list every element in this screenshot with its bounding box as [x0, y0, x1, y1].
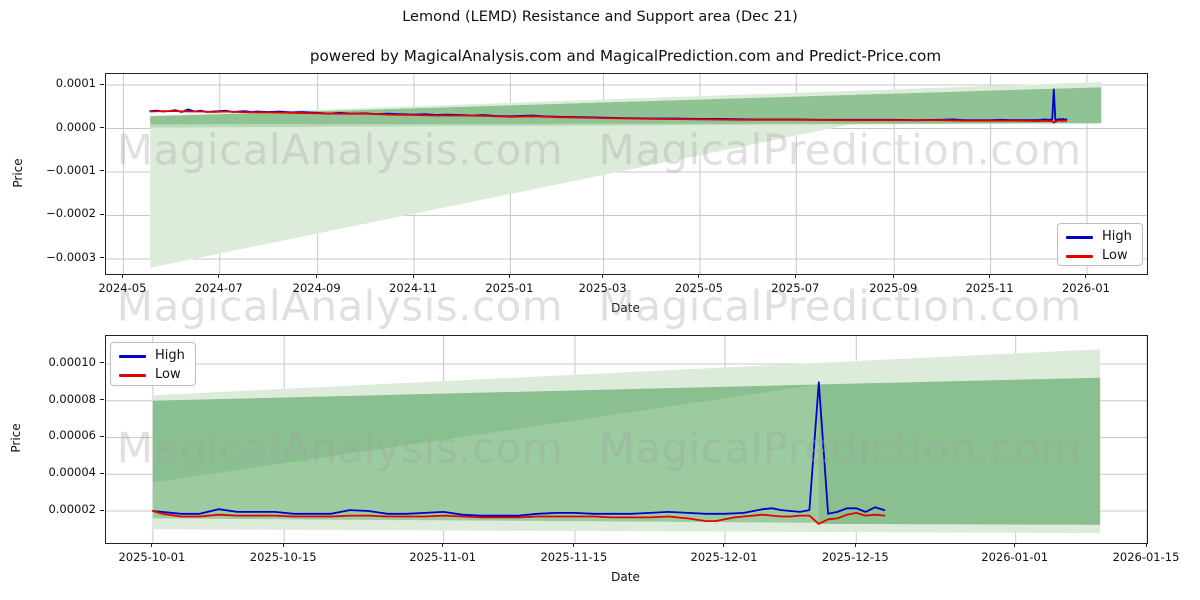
area-support-strip	[152, 518, 1101, 534]
legend-low-line	[119, 373, 146, 377]
plot-area-bottom	[105, 335, 1148, 544]
watermark-text: MagicalAnalysis.com	[116, 125, 564, 175]
legend-top-chart: High Low	[1057, 223, 1143, 266]
x-tick-mark	[698, 274, 700, 278]
watermark-text: MagicalPrediction.com	[598, 423, 1082, 473]
x-tick-label: 2025-03	[578, 281, 627, 295]
x-tick-mark	[121, 274, 123, 278]
plot-canvas-bottom	[106, 336, 1147, 543]
series-line-high	[152, 381, 886, 517]
x-tick-mark	[989, 274, 991, 278]
series-line-low	[149, 110, 1068, 124]
x-tick-mark	[602, 274, 604, 278]
y-tick-mark	[100, 170, 104, 172]
series-line-low	[152, 510, 886, 525]
watermark-text: MagicalAnalysis.com	[116, 423, 564, 473]
x-tick-label: 2025-12-01	[690, 550, 758, 564]
y-tick-label: 0.0001	[55, 76, 96, 90]
y-tick-label: 0.00004	[48, 465, 96, 480]
y-tick-label: 0.00008	[48, 391, 96, 406]
y-tick-mark	[100, 399, 104, 401]
x-tick-mark	[412, 274, 414, 278]
x-tick-mark	[723, 543, 725, 547]
legend-low-label: Low	[1102, 248, 1128, 263]
x-tick-label: 2025-07	[771, 281, 820, 295]
legend-bottom-chart: High Low	[110, 342, 196, 386]
legend-low-line	[1066, 254, 1093, 258]
y-tick-label: 0.00006	[48, 428, 96, 443]
figure-subtitle: powered by MagicalAnalysis.com and Magic…	[309, 47, 942, 65]
watermark-text: MagicalPrediction.com	[598, 281, 1082, 331]
x-tick-mark	[573, 543, 575, 547]
x-tick-mark	[282, 543, 284, 547]
area-band-overlap-dark	[152, 377, 1101, 525]
x-tick-label: 2025-10-01	[118, 550, 186, 564]
x-tick-label: 2026-01	[1061, 281, 1110, 295]
x-axis-label-top: Date	[611, 301, 640, 315]
legend-item-low: Low	[119, 367, 186, 383]
y-axis-label-bottom: Price	[9, 423, 23, 453]
x-tick-label: 2025-11	[965, 281, 1014, 295]
y-tick-mark	[100, 257, 104, 259]
x-tick-label: 2024-11	[389, 281, 438, 295]
x-tick-label: 2025-11-15	[540, 550, 608, 564]
x-tick-mark	[1145, 543, 1147, 547]
y-tick-mark	[100, 509, 104, 511]
x-tick-label: 2024-05	[98, 281, 147, 295]
x-tick-label: 2025-12-15	[821, 550, 889, 564]
y-tick-mark	[100, 435, 104, 437]
x-tick-mark	[218, 274, 220, 278]
area-resistance-sliver	[150, 82, 1102, 117]
y-tick-mark	[100, 83, 104, 85]
x-tick-label: 2026-01-15	[1112, 550, 1180, 564]
watermark-text: MagicalPrediction.com	[598, 125, 1082, 175]
y-tick-label: −0.0002	[46, 206, 96, 221]
legend-item-high: High	[119, 348, 186, 364]
legend-high-label: High	[155, 348, 185, 363]
x-axis-label-bottom: Date	[611, 570, 640, 584]
figure-title: Lemond (LEMD) Resistance and Support are…	[402, 9, 798, 25]
area-resistance-sliver	[152, 349, 1101, 401]
y-tick-label: 0.0000	[55, 119, 96, 134]
x-tick-label: 2025-10-15	[249, 550, 317, 564]
x-tick-label: 2025-11-01	[409, 550, 477, 564]
legend-high-line	[1066, 235, 1093, 239]
x-tick-mark	[151, 543, 153, 547]
y-tick-mark	[100, 127, 104, 128]
x-tick-mark	[442, 543, 444, 547]
x-tick-label: 2024-07	[194, 281, 243, 295]
legend-high-label: High	[1102, 229, 1132, 244]
y-tick-label: 0.00010	[48, 354, 96, 369]
plot-area-top	[105, 73, 1148, 275]
x-tick-label: 2025-09	[869, 281, 918, 295]
plot-canvas-top	[106, 74, 1147, 274]
legend-item-high: High	[1066, 229, 1133, 245]
y-tick-label: −0.0003	[46, 249, 96, 264]
legend-low-label: Low	[155, 367, 181, 382]
x-tick-label: 2024-09	[292, 281, 341, 295]
x-tick-mark	[1085, 274, 1087, 278]
y-tick-mark	[100, 213, 104, 215]
y-tick-mark	[100, 472, 104, 474]
x-tick-mark	[794, 274, 796, 278]
x-tick-label: 2026-01-01	[981, 550, 1049, 564]
x-tick-label: 2025-01	[485, 281, 534, 295]
x-tick-mark	[1014, 543, 1016, 547]
x-tick-label: 2025-05	[674, 281, 723, 295]
x-tick-mark	[316, 274, 318, 278]
y-tick-mark	[100, 362, 104, 364]
x-tick-mark	[854, 543, 856, 547]
watermark-text: MagicalAnalysis.com	[116, 281, 564, 331]
x-tick-mark	[508, 274, 510, 278]
x-tick-mark	[892, 274, 894, 278]
legend-item-low: Low	[1066, 248, 1133, 264]
y-axis-label-top: Price	[11, 158, 25, 188]
y-tick-label: 0.00002	[48, 502, 96, 516]
legend-high-line	[119, 354, 146, 358]
y-tick-label: −0.0001	[46, 162, 96, 177]
